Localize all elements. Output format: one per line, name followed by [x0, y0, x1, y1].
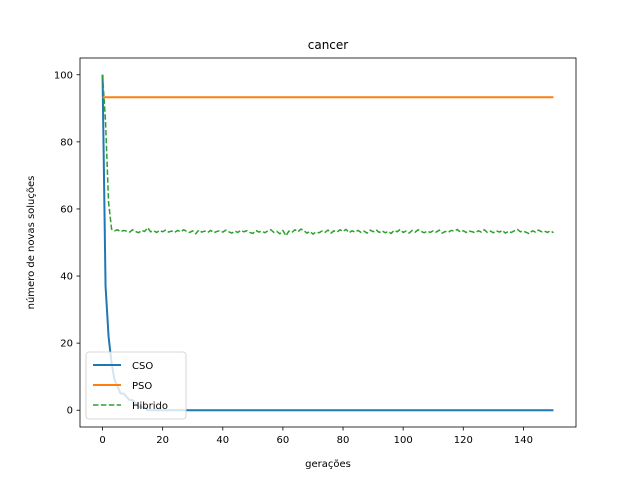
y-tick-label: 0 — [67, 406, 73, 417]
y-tick-label: 80 — [60, 137, 73, 148]
legend-label-hibrido: Hibrido — [132, 401, 168, 412]
x-tick-label: 0 — [99, 435, 105, 446]
y-axis-label: número de novas soluções — [25, 176, 37, 310]
x-tick-label: 20 — [156, 435, 169, 446]
series-line-hibrido — [101, 74, 554, 237]
y-tick-label: 20 — [60, 339, 73, 350]
y-axis-ticks: 0 20 40 60 80 100 — [54, 70, 80, 417]
x-tick-label: 140 — [514, 435, 533, 446]
x-tick-label: 40 — [216, 435, 229, 446]
x-tick-label: 120 — [454, 435, 473, 446]
x-axis-label: gerações — [305, 459, 351, 470]
plot-frame — [79, 57, 577, 428]
x-tick-label: 80 — [337, 435, 350, 446]
x-axis-ticks: 0 20 40 60 80 100 120 140 — [99, 427, 533, 446]
legend-label-pso: PSO — [132, 381, 152, 392]
x-tick-label: 60 — [277, 435, 290, 446]
y-tick-label: 100 — [54, 70, 73, 81]
legend: CSO PSO Hibrido — [85, 351, 187, 420]
x-tick-label: 100 — [394, 435, 413, 446]
y-tick-label: 60 — [60, 204, 73, 215]
y-tick-label: 40 — [60, 272, 73, 283]
legend-box — [85, 351, 187, 420]
chart-title: cancer — [308, 38, 349, 52]
legend-label-cso: CSO — [132, 361, 153, 372]
